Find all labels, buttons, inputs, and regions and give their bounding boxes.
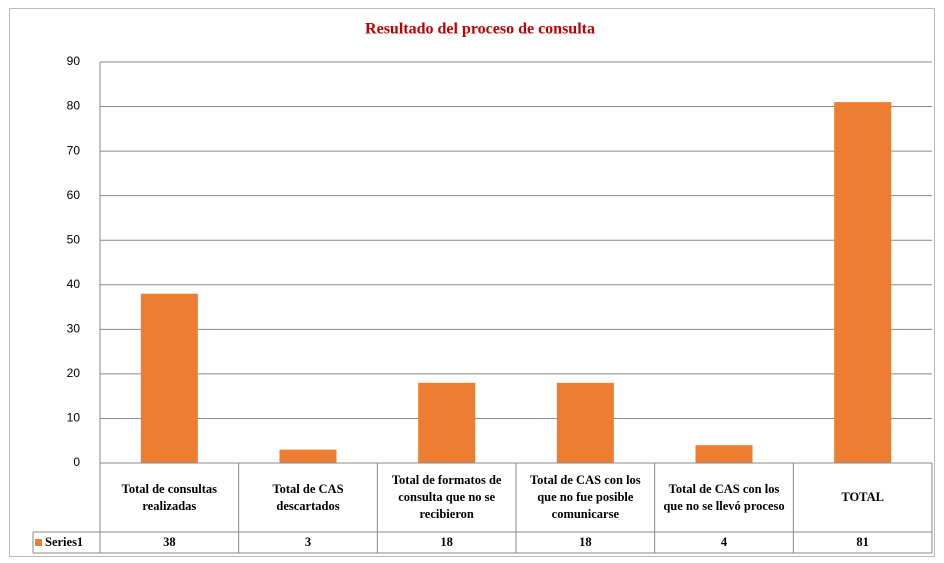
y-tick-label: 90 [67, 54, 81, 68]
category-label: TOTAL [841, 490, 884, 504]
category-label: Total de formatos de consulta que no se … [391, 473, 502, 521]
chart-border [9, 8, 935, 557]
bar [556, 382, 614, 463]
y-tick-label: 80 [67, 99, 81, 113]
legend-label: Series1 [45, 535, 84, 549]
y-tick-label: 60 [67, 188, 81, 202]
data-table-value: 38 [163, 535, 176, 549]
category-label: Total de CAS con los que no fue posible … [529, 473, 641, 521]
category-label: Total de CAS descartados [272, 481, 344, 513]
bar [695, 445, 753, 463]
category-label: Total de CAS con los que no se llevó pro… [663, 481, 785, 513]
y-tick-label: 20 [67, 366, 81, 380]
chart-title: Resultado del proceso de consulta [365, 21, 595, 38]
legend-key [35, 539, 42, 546]
data-table-value: 81 [856, 535, 869, 549]
bar [140, 293, 198, 463]
data-table-value: 18 [579, 535, 592, 549]
category-label: Total de consultas realizadas [121, 481, 218, 513]
legend-cell: Series1 [33, 532, 100, 553]
bar [834, 102, 892, 463]
y-tick-label: 50 [67, 232, 81, 246]
bar [418, 382, 476, 463]
y-tick-label: 30 [67, 322, 81, 336]
y-tick-label: 40 [67, 277, 81, 291]
y-tick-label: 10 [67, 411, 81, 425]
y-tick-label: 0 [73, 455, 80, 469]
data-table-value: 4 [720, 535, 728, 549]
data-table-value: 18 [440, 535, 453, 549]
data-table-value: 3 [304, 535, 312, 549]
bar [279, 449, 337, 463]
y-tick-label: 70 [67, 143, 81, 157]
